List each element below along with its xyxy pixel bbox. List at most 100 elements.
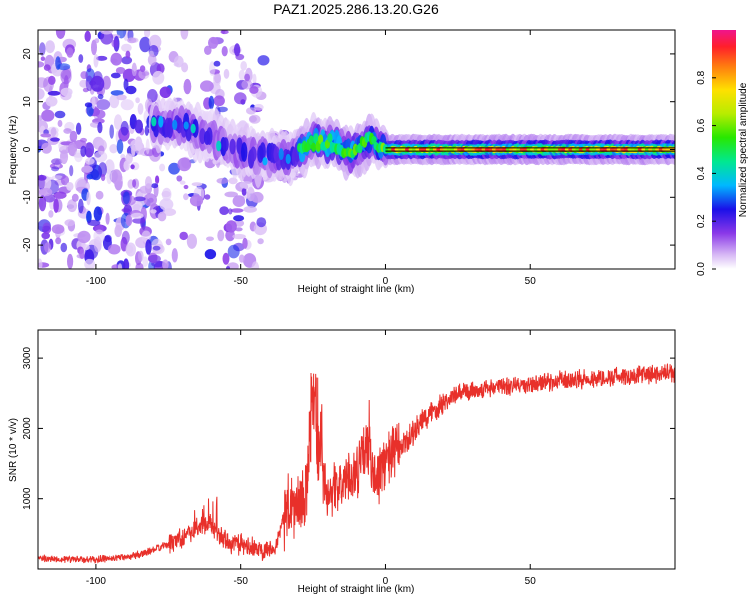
spectrogram-cell xyxy=(256,217,267,228)
spectrogram-cell xyxy=(141,71,150,76)
spectrogram-cell xyxy=(227,244,240,259)
spectrogram-cell xyxy=(57,119,63,128)
spectrogram-cell xyxy=(83,244,90,251)
spectrogram-cell xyxy=(278,148,284,161)
spectrogram-cell xyxy=(151,116,157,127)
spectrogram-cell xyxy=(238,254,245,263)
spectrogram-cell xyxy=(93,54,99,68)
spectrogram-cell xyxy=(224,191,238,198)
spectrogram-cell xyxy=(158,115,164,128)
spectrogram-cell xyxy=(311,142,317,152)
spectrogram-cell xyxy=(57,63,71,71)
spectrogram-cell xyxy=(43,64,51,71)
spectrogram-y-ticks: -20 -10 0 10 20 xyxy=(22,48,675,252)
spectrogram-cell xyxy=(38,258,43,269)
spectrogram-cell xyxy=(171,248,178,263)
spectrogram-cell xyxy=(60,87,73,97)
spectrogram-cell xyxy=(109,124,114,139)
spectrogram-cell xyxy=(105,212,110,225)
spectrogram-cell xyxy=(125,153,133,165)
spectrogram-cell xyxy=(165,238,172,246)
spectrogram-cell xyxy=(127,37,137,44)
spectrogram-cell xyxy=(87,219,101,226)
spectrogram-cell xyxy=(113,114,123,130)
spectrogram-cell xyxy=(159,198,174,211)
spectrogram-cells xyxy=(38,30,675,269)
spectrogram-cell xyxy=(114,224,122,238)
spectrogram-cell xyxy=(234,92,247,105)
spectrogram-cell xyxy=(179,231,188,241)
spectrogram-cell xyxy=(81,165,93,173)
spectrogram-cell xyxy=(253,103,264,111)
spectrogram-cell xyxy=(151,183,159,189)
spectrogram-cell xyxy=(110,72,121,79)
spectrogram-cell xyxy=(248,114,261,124)
spectrogram-cell xyxy=(38,187,53,197)
spectrogram-y-tick-label: 0 xyxy=(22,146,33,152)
spectrogram-cell xyxy=(51,224,65,235)
spectrogram-cell xyxy=(79,248,85,260)
spectrogram-cell xyxy=(110,90,124,96)
spectrogram-cell xyxy=(139,65,146,73)
spectrogram-cell xyxy=(308,135,314,146)
spectrogram-y-tick-label: 10 xyxy=(22,96,33,108)
spectrogram-cell xyxy=(209,61,216,76)
spectrogram-cell xyxy=(123,78,129,91)
spectrogram-cell xyxy=(225,220,237,233)
spectrogram-cell xyxy=(191,182,203,187)
spectrogram-cell xyxy=(107,244,121,255)
spectrogram-cell xyxy=(67,199,78,213)
spectrogram-cell xyxy=(139,36,151,53)
spectrogram-cell xyxy=(168,162,181,175)
spectrogram-cell xyxy=(40,133,52,138)
spectrogram-cell xyxy=(177,157,192,172)
spectrogram-y-label: Frequency (Hz) xyxy=(8,116,19,185)
spectrogram-cell xyxy=(147,54,157,66)
spectrogram-cell xyxy=(222,137,229,152)
spectrogram-cell xyxy=(44,242,52,253)
spectrogram-cell xyxy=(91,96,96,110)
spectrogram-cell xyxy=(220,30,229,35)
spectrogram-cell xyxy=(116,139,124,154)
spectrogram-cell xyxy=(96,55,108,61)
colorbar-ticks: 0.0 0.2 0.4 0.6 0.8 xyxy=(696,70,716,276)
spectrogram-cell xyxy=(251,261,260,269)
colorbar-label: Normalized spectral amplitude xyxy=(738,82,749,217)
spectrogram-cell xyxy=(250,191,264,203)
spectrogram-cell xyxy=(100,30,114,45)
spectrogram-cell xyxy=(60,242,68,253)
spectrogram-cell xyxy=(55,237,62,245)
spectrogram-cell xyxy=(327,133,333,143)
spectrogram-x-tick-label: 0 xyxy=(383,276,389,287)
spectrogram-cell xyxy=(180,30,189,40)
spectrogram-cell xyxy=(161,190,171,198)
spectrogram-cell xyxy=(97,121,103,134)
spectrogram-cell xyxy=(94,150,108,163)
spectrogram-cell xyxy=(259,142,266,161)
spectrogram-cell xyxy=(166,117,174,139)
spectrogram-cell xyxy=(183,184,189,190)
spectrogram-cell xyxy=(51,158,63,165)
spectrogram-cell xyxy=(242,237,248,249)
spectrogram-cell xyxy=(121,230,130,245)
spectrogram-cell xyxy=(262,157,268,166)
spectrogram-cell xyxy=(75,122,82,135)
snr-x-tick-label: 0 xyxy=(383,576,389,587)
spectrogram-cell xyxy=(115,67,126,74)
spectrogram-cell xyxy=(41,142,52,154)
spectrogram-cell xyxy=(285,153,291,165)
spectrogram-cell xyxy=(109,144,118,154)
colorbar: 0.0 0.2 0.4 0.6 0.8 Normalized spectral ampl… xyxy=(696,30,749,276)
spectrogram-cell xyxy=(66,47,74,58)
spectrogram-cell xyxy=(226,266,230,269)
spectrogram-cell xyxy=(93,229,105,243)
snr-x-tick-label: 50 xyxy=(525,576,537,587)
spectrogram-cell xyxy=(144,30,151,38)
spectrogram-cell xyxy=(228,208,233,215)
spectrogram-cell xyxy=(110,169,123,185)
spectrogram-cell xyxy=(45,96,58,107)
colorbar-tick-label: 0.2 xyxy=(696,214,707,228)
spectrogram-cell xyxy=(135,262,144,269)
spectrogram-cell xyxy=(84,258,96,269)
